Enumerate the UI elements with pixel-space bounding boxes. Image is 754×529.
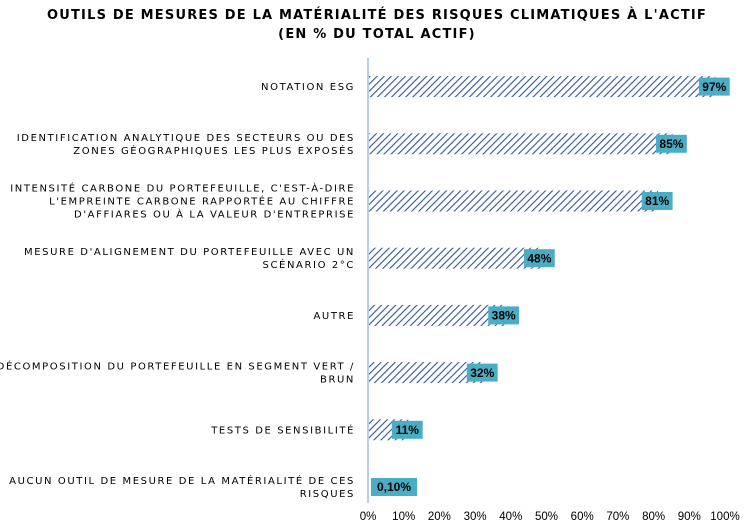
data-label: 48% [527,251,551,265]
category-label: SCÉNARIO 2°C [263,258,355,271]
data-label: 38% [492,309,516,323]
bar [369,190,659,212]
x-tick-label: 100% [710,511,739,523]
data-label: 11% [396,423,420,437]
bar [369,76,716,98]
category-label: AUCUN OUTIL DE MESURE DE LA MATÉRIALITÉ … [9,474,355,487]
x-tick-label: 60% [571,511,594,523]
data-label: 81% [645,194,669,208]
x-tick-label: 20% [428,511,451,523]
bar [369,247,541,269]
x-tick-label: 10% [392,511,415,523]
data-label-box [656,134,687,153]
x-tick-label: 30% [464,511,487,523]
chart-title: OUTILS DE MESURES DE LA MATÉRIALITÉ DES … [0,6,754,44]
bar [369,304,505,326]
category-label: MESURE D'ALIGNEMENT DU PORTEFEUILLE AVEC… [24,247,355,258]
data-label-box [488,306,520,325]
category-label: RISQUES [300,489,355,500]
category-label: NOTATION ESG [261,82,355,93]
bar [369,133,673,155]
category-label: INTENSITÉ CARBONE DU PORTEFEUILLE, C'EST… [10,182,355,195]
data-label-box [391,420,423,439]
data-label-box [466,363,498,382]
category-label: ZONES GÉOGRAPHIQUES LES PLUS EXPOSÉS [73,144,355,157]
data-label-box [371,478,417,496]
x-tick-label: 50% [535,511,558,523]
bar [369,362,484,384]
data-label: 85% [659,137,683,151]
data-label-box [523,249,555,268]
category-label: IDENTIFICATION ANALYTIQUE DES SECTEURS O… [17,133,355,144]
category-label: L'EMPREINTE CARBONE RAPPORTÉE AU CHIFFRE [49,195,355,208]
chart-subtitle: (EN % DU TOTAL ACTIF) [278,27,476,42]
x-tick-label: 0% [360,511,377,523]
category-label: TESTS DE SENSIBILITÉ [210,423,355,436]
category-label: AUTRE [313,311,355,322]
x-tick-label: 90% [678,511,701,523]
data-label: 32% [470,366,494,380]
x-tick-label: 80% [642,511,665,523]
data-label-box [641,192,673,210]
x-tick-label: 70% [606,511,629,523]
category-label: DÉCOMPOSITION DU PORTEFEUILLE EN SEGMENT… [0,360,355,373]
category-label: BRUN [320,375,355,386]
data-label: 0,10% [377,480,411,494]
data-label-box [698,77,730,96]
x-tick-label: 40% [499,511,522,523]
data-label: 97% [702,80,726,94]
chart-title-line: OUTILS DE MESURES DE LA MATÉRIALITÉ DES … [46,8,708,23]
category-label: D'AFFIARES OU À LA VALEUR D'ENTREPRISE [74,208,355,221]
